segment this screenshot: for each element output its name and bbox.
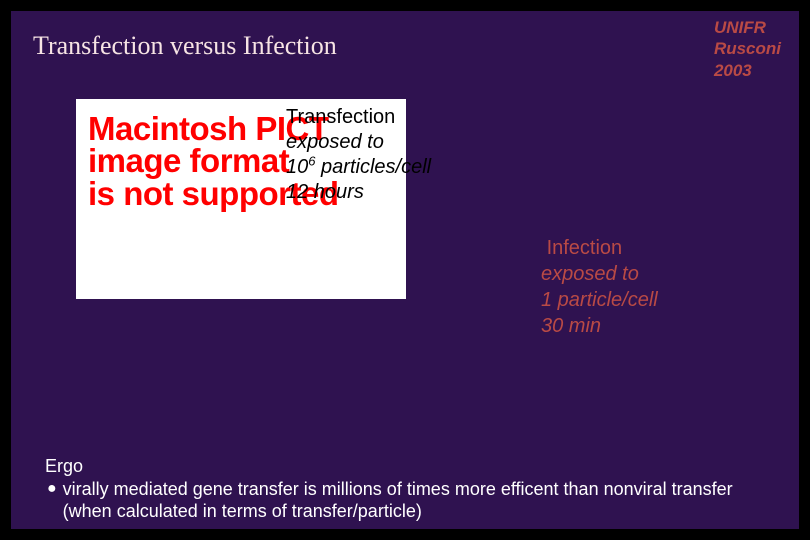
transfection-l2b: particles/cell <box>315 156 431 178</box>
infection-line1: exposed to <box>541 261 658 287</box>
transfection-line3: 12 hours <box>286 180 431 205</box>
infection-line3: 30 min <box>541 313 658 339</box>
infection-line2: 1 particle/cell <box>541 287 658 313</box>
infection-block: Infection exposed to 1 particle/cell 30 … <box>541 235 658 339</box>
ergo-heading: Ergo <box>45 455 781 478</box>
header-line-year: 2003 <box>714 60 781 81</box>
bullet-icon: ● <box>47 478 57 500</box>
transfection-block: Transfection exposed to 106 particles/ce… <box>286 105 431 205</box>
slide-background: Transfection versus Infection UNIFR Rusc… <box>11 11 799 529</box>
transfection-line2: 106 particles/cell <box>286 155 431 180</box>
transfection-l2a: 10 <box>286 156 308 178</box>
ergo-bullet-text: virally mediated gene transfer is millio… <box>63 478 781 523</box>
header-line-author: Rusconi <box>714 38 781 59</box>
infection-label: Infection <box>541 235 658 261</box>
ergo-bullet-row: ● virally mediated gene transfer is mill… <box>45 478 781 523</box>
ergo-block: Ergo ● virally mediated gene transfer is… <box>45 455 781 523</box>
transfection-label: Transfection <box>286 105 431 130</box>
transfection-line1: exposed to <box>286 130 431 155</box>
header-line-unifr: UNIFR <box>714 17 781 38</box>
infection-label-text: Infection <box>547 237 623 259</box>
header-attribution: UNIFR Rusconi 2003 <box>714 17 781 81</box>
page-title: Transfection versus Infection <box>33 31 337 61</box>
